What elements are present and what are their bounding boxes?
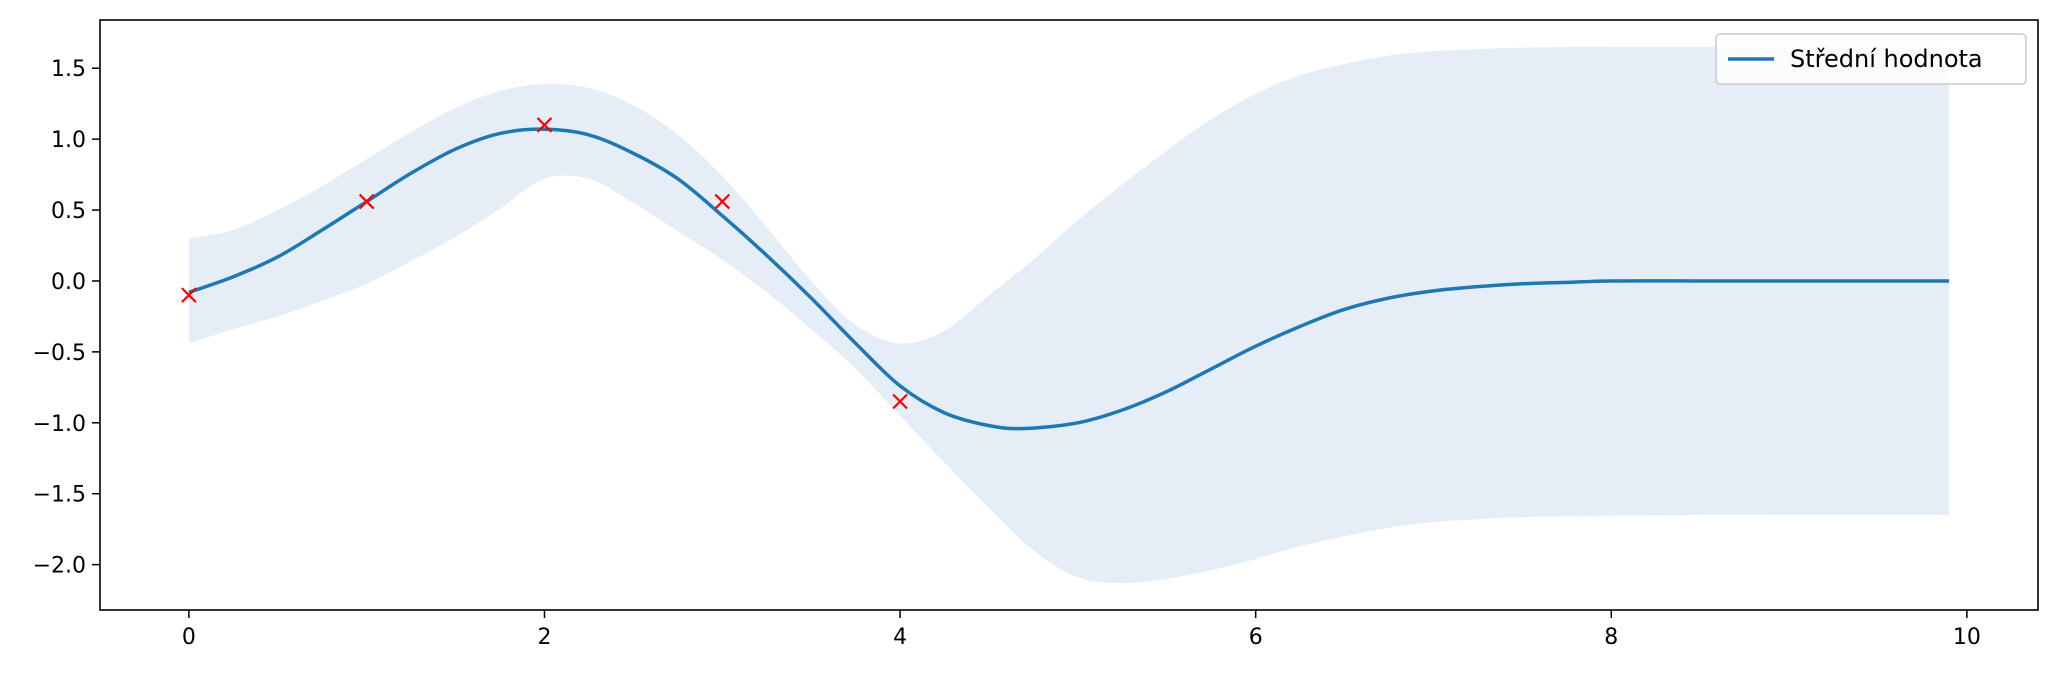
y-tick-label: 1.0 xyxy=(51,128,86,153)
observation-point xyxy=(714,193,731,210)
y-tick-label: −1.5 xyxy=(33,483,86,508)
mean-line-layer xyxy=(188,127,1950,431)
observation-point xyxy=(536,117,553,133)
x-tick-label: 8 xyxy=(1604,625,1618,650)
y-tick-label: −1.0 xyxy=(33,412,86,437)
y-tick-label: 0.5 xyxy=(51,199,86,224)
x-tick-label: 6 xyxy=(1249,625,1263,650)
x-tick-label: 2 xyxy=(537,625,551,650)
confidence-band-layer xyxy=(188,46,1950,584)
observation-point xyxy=(358,193,375,210)
y-tick-label: 0.0 xyxy=(51,270,86,295)
legend: Střední hodnota xyxy=(1715,33,2027,85)
x-axis: 0 2 4 6 8 10 xyxy=(182,610,1981,650)
axes-frame xyxy=(99,19,2039,611)
x-tick-label: 4 xyxy=(893,625,907,650)
mean-line xyxy=(188,127,1950,431)
observation-point xyxy=(892,393,908,410)
observations-layer xyxy=(181,117,908,410)
x-tick-label: 10 xyxy=(1953,625,1981,650)
legend-box xyxy=(1715,33,2027,85)
confidence-band xyxy=(188,46,1950,584)
y-tick-label: 1.5 xyxy=(51,57,86,82)
observation-point xyxy=(181,287,197,303)
y-tick-label: −2.0 xyxy=(33,554,86,579)
legend-label: Střední hodnota xyxy=(1790,45,1983,73)
y-tick-label: −0.5 xyxy=(33,341,86,366)
y-axis: 1.5 1.0 0.5 0.0 −0.5 −1.0 −1.5 −2.0 xyxy=(33,57,100,579)
x-tick-label: 0 xyxy=(182,625,196,650)
